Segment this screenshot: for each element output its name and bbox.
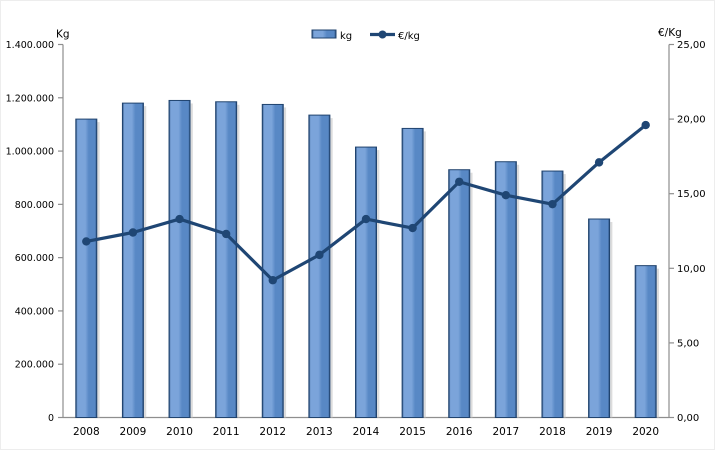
bar-shadow (237, 104, 240, 418)
left-axis-tick-label: 800.000 (15, 200, 54, 211)
bar-shadow (190, 103, 193, 418)
bar-2008 (75, 118, 98, 418)
legend-bar-swatch-icon (311, 29, 337, 39)
year-label: 2013 (306, 426, 333, 438)
bar-shadow (377, 150, 380, 418)
bar-shadow (470, 172, 473, 418)
axes: 0 200.000 400.000 600.000 800.000 1.000.000 1.… (6, 40, 706, 424)
bar-2014 (355, 146, 377, 418)
line-marker-2016 (455, 177, 464, 186)
year-label: 2014 (353, 426, 380, 438)
left-axis-tick-label: 600.000 (15, 253, 54, 264)
year-label: 2011 (213, 426, 240, 438)
right-axis-tick-label: 0,00 (677, 413, 699, 424)
left-axis-tick-label: 200.000 (15, 360, 54, 371)
bar-2009 (121, 102, 144, 418)
legend-eurkg-label: €/kg (398, 31, 420, 42)
bar-2016 (448, 169, 471, 418)
line-marker-2009 (128, 228, 138, 237)
year-label: 2015 (399, 426, 426, 438)
line-marker-2011 (221, 229, 231, 239)
left-axis-tick-label: 0 (48, 413, 54, 424)
line-marker-2013 (315, 250, 324, 260)
price-line-series (82, 120, 650, 285)
left-axis-tick-label: 1.200.000 (6, 93, 54, 104)
left-axis-title: Kg (56, 29, 70, 41)
x-axis-labels: 2008 2009 2010 2011 2012 2013 2014 2015 2016 2017… (73, 426, 659, 438)
right-axis-tick-label: 15,00 (677, 189, 706, 200)
legend-kg-label: kg (340, 31, 352, 42)
legend-line-marker-icon (378, 30, 387, 39)
left-axis-tick-label: 400.000 (15, 306, 54, 317)
bar-shadow (423, 131, 426, 418)
bar-shadow (656, 268, 659, 418)
year-label: 2008 (73, 426, 100, 438)
line-marker-2012 (268, 276, 277, 285)
line-marker-2017 (501, 190, 511, 200)
bar-2015 (401, 127, 424, 419)
right-axis-tick-label: 25,00 (677, 40, 706, 51)
line-marker-2014 (361, 214, 371, 224)
line-marker-2008 (82, 237, 91, 246)
year-label: 2020 (632, 426, 659, 438)
right-axis-tick-label: 20,00 (677, 115, 706, 126)
year-label: 2018 (539, 426, 566, 438)
bar-2017 (494, 161, 517, 418)
bar-2019 (588, 218, 611, 418)
line-marker-2015 (408, 223, 417, 233)
year-label: 2009 (120, 426, 147, 438)
bar-2012 (261, 103, 284, 418)
bar-2018 (541, 170, 564, 418)
bar-2013 (308, 114, 331, 418)
right-axis-title: €/Kg (658, 27, 682, 39)
bar-shadow (330, 118, 333, 418)
bar-2010 (168, 99, 191, 418)
kg-bars-series (75, 99, 659, 419)
bar-shadow (97, 122, 100, 418)
legend: kg €/kg (311, 29, 420, 42)
bar-shadow (516, 164, 520, 418)
line-marker-2019 (594, 158, 604, 167)
year-label: 2010 (166, 426, 193, 438)
bar-shadow (610, 222, 613, 418)
line-marker-2020 (641, 120, 650, 130)
bar-2020 (634, 265, 657, 418)
line-marker-2010 (175, 214, 184, 224)
bar-shadow (283, 107, 287, 418)
year-label: 2016 (446, 426, 473, 438)
right-axis-tick-label: 10,00 (677, 264, 706, 275)
year-label: 2019 (586, 426, 613, 438)
left-axis-tick-label: 1.400.000 (6, 40, 54, 51)
bar-shadow (144, 106, 147, 418)
year-label: 2012 (259, 426, 286, 438)
bar-shadow (563, 174, 566, 418)
bar-2011 (215, 101, 238, 419)
right-axis-tick-label: 5,00 (677, 338, 699, 349)
line-marker-2018 (548, 199, 557, 209)
year-label: 2017 (492, 426, 519, 438)
left-axis-tick-label: 1.000.000 (6, 147, 54, 158)
